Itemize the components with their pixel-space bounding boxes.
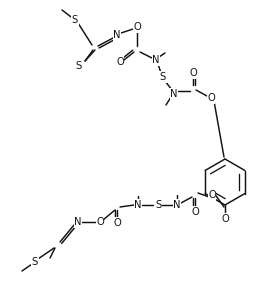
Text: N: N bbox=[113, 30, 121, 40]
Text: O: O bbox=[133, 22, 141, 32]
Text: N: N bbox=[74, 217, 82, 227]
Text: N: N bbox=[134, 200, 142, 210]
Text: O: O bbox=[207, 93, 215, 103]
Text: S: S bbox=[72, 15, 78, 25]
Text: O: O bbox=[221, 214, 229, 224]
Text: S: S bbox=[32, 257, 38, 267]
Text: O: O bbox=[113, 218, 121, 228]
Text: S: S bbox=[75, 61, 81, 71]
Text: O: O bbox=[116, 57, 124, 67]
Text: O: O bbox=[208, 190, 216, 200]
Text: N: N bbox=[152, 55, 160, 65]
Text: N: N bbox=[170, 89, 178, 99]
Text: O: O bbox=[96, 217, 104, 227]
Text: S: S bbox=[160, 72, 166, 82]
Text: O: O bbox=[191, 207, 199, 217]
Text: N: N bbox=[173, 200, 181, 210]
Text: O: O bbox=[189, 68, 197, 78]
Text: S: S bbox=[155, 200, 161, 210]
